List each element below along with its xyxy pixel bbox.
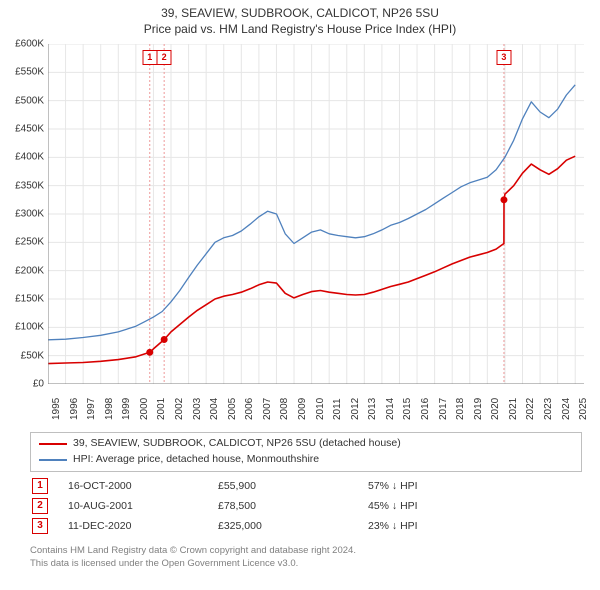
x-tick-label: 2007 <box>262 398 273 420</box>
annotation-row: 3 11-DEC-2020£325,00023% ↓ HPI <box>30 516 488 536</box>
y-tick-label: £600K <box>0 39 44 50</box>
annotation-table: 1 16-OCT-2000£55,90057% ↓ HPI 2 10-AUG-2001… <box>30 476 488 536</box>
y-tick-label: £200K <box>0 265 44 276</box>
x-tick-label: 2003 <box>192 398 203 420</box>
x-tick-label: 2012 <box>350 398 361 420</box>
copyright-text: Contains HM Land Registry data © Crown c… <box>30 544 356 571</box>
x-tick-label: 2008 <box>279 398 290 420</box>
y-tick-label: £0 <box>0 379 44 390</box>
x-tick-label: 2009 <box>297 398 308 420</box>
legend-row-property: 39, SEAVIEW, SUDBROOK, CALDICOT, NP26 5S… <box>39 436 573 452</box>
x-tick-label: 2004 <box>209 398 220 420</box>
annotation-date: 11-DEC-2020 <box>68 520 218 532</box>
copyright-line2: This data is licensed under the Open Gov… <box>30 557 356 570</box>
x-tick-label: 2016 <box>420 398 431 420</box>
x-tick-label: 2011 <box>332 398 343 420</box>
legend-swatch-property <box>39 443 67 445</box>
title-line2: Price paid vs. HM Land Registry's House … <box>0 22 600 38</box>
y-tick-label: £400K <box>0 152 44 163</box>
x-tick-label: 2020 <box>490 398 501 420</box>
legend-label-hpi: HPI: Average price, detached house, Monm… <box>73 452 319 468</box>
legend-row-hpi: HPI: Average price, detached house, Monm… <box>39 452 573 468</box>
annotation-index-box: 2 <box>32 498 48 514</box>
y-tick-label: £250K <box>0 237 44 248</box>
x-tick-label: 2018 <box>455 398 466 420</box>
x-tick-label: 2025 <box>578 398 589 420</box>
sale-marker-box: 3 <box>496 50 511 65</box>
y-axis-labels: £0£50K£100K£150K£200K£250K£300K£350K£400… <box>0 44 46 384</box>
x-tick-label: 1999 <box>121 398 132 420</box>
y-tick-label: £50K <box>0 350 44 361</box>
annotation-price: £325,000 <box>218 520 368 532</box>
annotation-index-box: 1 <box>32 478 48 494</box>
chart-title: 39, SEAVIEW, SUDBROOK, CALDICOT, NP26 5S… <box>0 0 600 37</box>
x-tick-label: 2014 <box>385 398 396 420</box>
annotation-hpi: 23% ↓ HPI <box>368 520 488 532</box>
x-tick-label: 2021 <box>508 398 519 420</box>
y-tick-label: £350K <box>0 180 44 191</box>
legend-swatch-hpi <box>39 459 67 461</box>
sale-marker-box: 2 <box>157 50 172 65</box>
y-tick-label: £300K <box>0 209 44 220</box>
annotation-row: 2 10-AUG-2001£78,50045% ↓ HPI <box>30 496 488 516</box>
legend-box: 39, SEAVIEW, SUDBROOK, CALDICOT, NP26 5S… <box>30 432 582 472</box>
y-tick-label: £100K <box>0 322 44 333</box>
x-tick-label: 2005 <box>227 398 238 420</box>
legend-label-property: 39, SEAVIEW, SUDBROOK, CALDICOT, NP26 5S… <box>73 436 401 452</box>
x-tick-label: 1996 <box>69 398 80 420</box>
y-tick-label: £500K <box>0 95 44 106</box>
x-tick-label: 2000 <box>139 398 150 420</box>
x-tick-label: 1998 <box>104 398 115 420</box>
annotation-date: 10-AUG-2001 <box>68 500 218 512</box>
sale-marker-box: 1 <box>142 50 157 65</box>
x-tick-label: 2023 <box>543 398 554 420</box>
annotation-hpi: 45% ↓ HPI <box>368 500 488 512</box>
annotation-hpi: 57% ↓ HPI <box>368 480 488 492</box>
annotation-index-box: 3 <box>32 518 48 534</box>
chart-svg <box>48 44 584 384</box>
x-tick-label: 2015 <box>402 398 413 420</box>
chart-area: 1995 1996 1997 1998 1999 2000 2001 2002 2003 2004… <box>48 44 584 424</box>
y-tick-label: £150K <box>0 294 44 305</box>
x-axis-labels: 1995 1996 1997 1998 1999 2000 2001 2002 2003 2004… <box>48 388 584 424</box>
x-tick-label: 1997 <box>86 398 97 420</box>
x-tick-label: 2024 <box>561 398 572 420</box>
x-tick-label: 2006 <box>244 398 255 420</box>
y-tick-label: £450K <box>0 124 44 135</box>
x-tick-label: 2013 <box>367 398 378 420</box>
annotation-date: 16-OCT-2000 <box>68 480 218 492</box>
x-tick-label: 2022 <box>525 398 536 420</box>
y-tick-label: £550K <box>0 67 44 78</box>
x-tick-label: 2019 <box>473 398 484 420</box>
annotation-row: 1 16-OCT-2000£55,90057% ↓ HPI <box>30 476 488 496</box>
x-tick-label: 2001 <box>156 398 167 420</box>
x-tick-label: 2010 <box>315 398 326 420</box>
annotation-price: £78,500 <box>218 500 368 512</box>
annotation-price: £55,900 <box>218 480 368 492</box>
x-tick-label: 2002 <box>174 398 185 420</box>
title-line1: 39, SEAVIEW, SUDBROOK, CALDICOT, NP26 5S… <box>0 6 600 22</box>
x-tick-label: 1995 <box>51 398 62 420</box>
x-tick-label: 2017 <box>438 398 449 420</box>
copyright-line1: Contains HM Land Registry data © Crown c… <box>30 544 356 557</box>
